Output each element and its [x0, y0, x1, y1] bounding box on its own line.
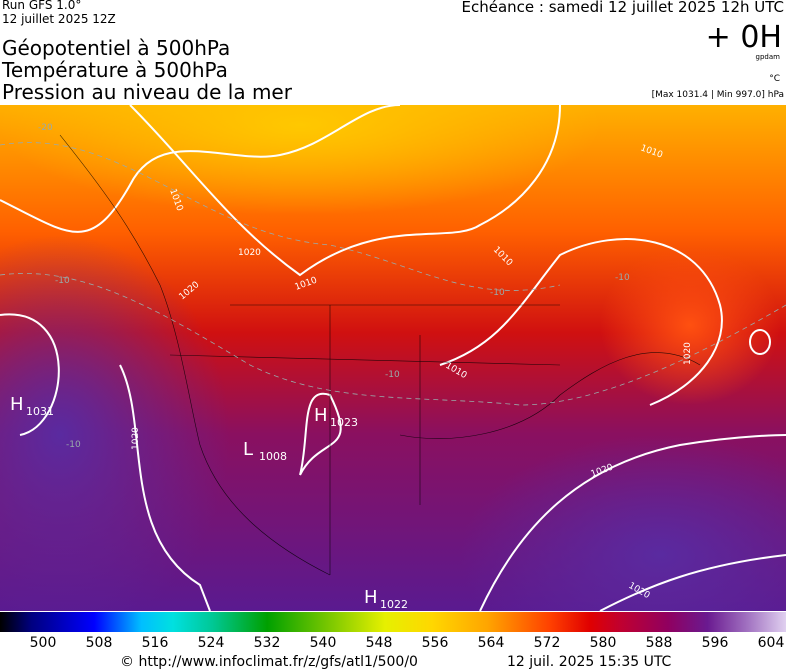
center-letter: H	[10, 394, 24, 415]
isobars	[0, 105, 786, 611]
colorbar	[0, 612, 786, 632]
colorbar-label: 564	[477, 635, 505, 651]
center-value: 1031	[26, 405, 54, 418]
colorbar-label: 524	[197, 635, 225, 651]
run: Run GFS 1.0°	[2, 0, 82, 12]
pressure-range: [Max 1031.4 | Min 997.0] hPa	[651, 90, 784, 100]
unit: gpdam	[755, 53, 780, 61]
generated: 12 juil. 2025 15:35 UTC	[507, 654, 672, 670]
valid-time: Echéance : samedi 12 juillet 2025 12h UT…	[461, 0, 784, 16]
center-value: 1023	[330, 416, 358, 429]
title: Pression au niveau de la mer	[2, 80, 292, 104]
isotherm-label: -10	[615, 273, 630, 283]
isotherm-label: -10	[385, 370, 400, 380]
isotherm-label: -10	[66, 440, 81, 450]
colorbar-label: 516	[141, 635, 169, 651]
title: Géopotentiel à 500hPa	[2, 36, 231, 60]
center-letter: H	[314, 405, 328, 426]
isobar-label: 1020	[683, 342, 693, 365]
center-value: 1022	[380, 598, 408, 611]
field	[0, 235, 230, 611]
colorbar-label: 580	[589, 635, 617, 651]
colorbar-label: 604	[757, 635, 785, 651]
lead-time: + 0H	[705, 20, 782, 55]
field	[600, 245, 780, 405]
colorbar-label: 572	[533, 635, 561, 651]
colorbar-label: 548	[365, 635, 393, 651]
isobar-label: 1020	[238, 248, 261, 258]
center-letter: H	[364, 587, 378, 608]
field	[0, 105, 600, 215]
colorbar-label: 588	[645, 635, 673, 651]
isotherm-label: -10	[55, 276, 70, 286]
isotherm-label: -20	[38, 123, 53, 133]
colorbar-label: 532	[253, 635, 281, 651]
coastlines	[59, 134, 701, 576]
colorbar-label: 556	[421, 635, 449, 651]
isotherm-label: -10	[490, 288, 505, 298]
field	[460, 435, 786, 611]
unit: °C	[769, 74, 780, 84]
isotherms	[0, 142, 786, 406]
colorbar-label: 540	[309, 635, 337, 651]
colorbar-label: 508	[85, 635, 113, 651]
source: © http://www.infoclimat.fr/z/gfs/atl1/50…	[120, 654, 418, 670]
run-date: 12 juillet 2025 12Z	[2, 12, 116, 26]
isobar-label: 1020	[131, 427, 141, 450]
colorbar-label: 500	[29, 635, 57, 651]
colorbar-label: 596	[701, 635, 729, 651]
center-value: 1008	[259, 450, 287, 463]
title: Température à 500hPa	[2, 58, 228, 82]
center-letter: L	[243, 439, 253, 460]
